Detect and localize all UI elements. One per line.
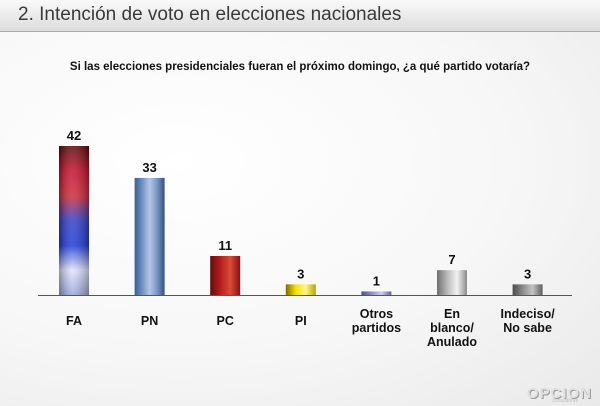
logo-subtitle: consultores	[552, 398, 578, 404]
category-label-1: PN	[141, 314, 158, 328]
bar-3	[285, 284, 316, 295]
data-label-5: 7	[448, 252, 455, 267]
data-label-6: 3	[524, 266, 531, 281]
title-bar: 2. Intención de voto en elecciones nacio…	[0, 0, 600, 32]
category-label-5: En blanco/Anulado	[427, 307, 477, 349]
bar-0-shading	[59, 146, 89, 295]
data-label-0: 42	[67, 128, 81, 143]
category-label-6: Indeciso/No sabe	[501, 307, 556, 335]
bar-4	[361, 291, 392, 295]
bar-6	[512, 284, 543, 295]
logo-wordmark: OPCION	[526, 385, 592, 402]
data-label-1: 33	[142, 160, 156, 175]
chart-question: Si las elecciones presidenciales fueran …	[69, 61, 531, 73]
opcion-logo: OPCION consultores	[500, 385, 592, 404]
data-label-3: 3	[297, 266, 304, 281]
data-label-4: 1	[373, 273, 380, 288]
bar-1	[134, 177, 165, 295]
data-label-2: 11	[218, 238, 232, 253]
category-label-4: Otros partidos	[352, 307, 401, 335]
bar-5	[437, 270, 467, 295]
category-label-3: PI	[295, 314, 307, 328]
category-label-0: FA	[66, 314, 82, 328]
page-title: 2. Intención de voto en elecciones nacio…	[18, 4, 402, 25]
bar-2	[210, 255, 241, 295]
category-label-2: PC	[217, 314, 234, 328]
